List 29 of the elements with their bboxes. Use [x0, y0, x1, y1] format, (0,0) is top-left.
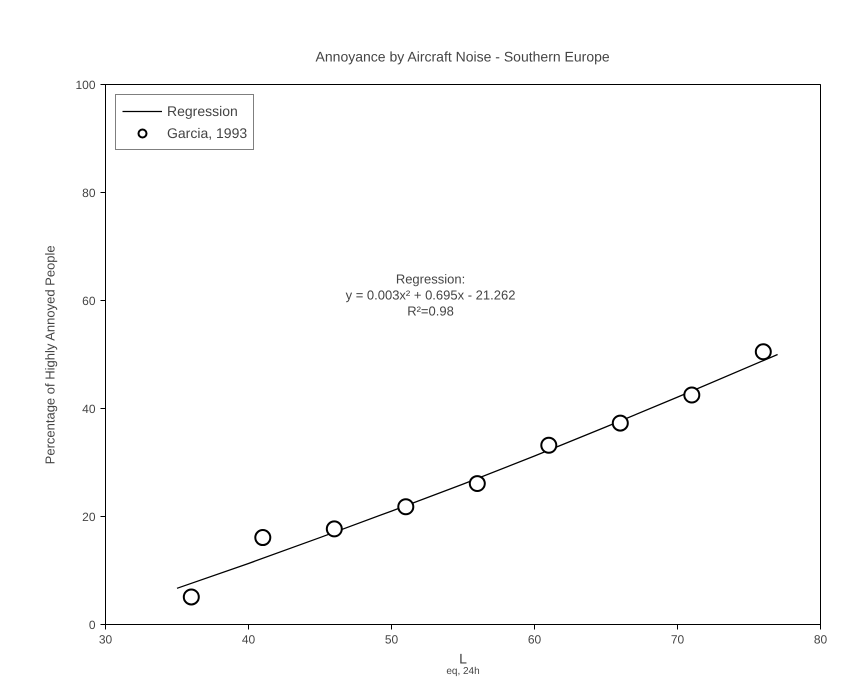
y-tick-label: 60: [82, 294, 96, 308]
point: [540, 436, 558, 454]
x-tick-label: 40: [242, 632, 256, 646]
y-tick-label: 0: [88, 618, 96, 632]
x-tick-label: 80: [814, 632, 828, 646]
point: [683, 386, 700, 404]
x-tick-label: 60: [528, 632, 542, 646]
annotation: y = 0.003x² + 0.695x - 21.262: [346, 288, 516, 302]
x-tick-label: 30: [98, 632, 112, 646]
legend-label: Garcia, 1993: [167, 124, 248, 142]
x-axis-title: Leq, 24h: [446, 650, 480, 677]
point: [254, 529, 272, 546]
y-tick-label: 80: [82, 186, 96, 200]
point: [612, 414, 629, 432]
x-tick-label: 70: [670, 632, 684, 646]
annotation: Regression:: [396, 272, 466, 286]
legend-label: Regression: [167, 102, 238, 120]
y-axis-title: Percentage of Highly Annoyed People: [42, 245, 58, 464]
point: [326, 520, 343, 538]
x-tick-label: 50: [384, 632, 398, 646]
y-tick-label: 20: [82, 510, 96, 524]
point: [468, 475, 486, 492]
chart-title: Annoyance by Aircraft Noise - Southern Europe: [316, 48, 610, 64]
y-tick-label: 100: [75, 78, 96, 92]
point: [754, 343, 772, 360]
y-tick-label: 40: [82, 402, 96, 416]
point: [182, 588, 200, 606]
point: [397, 498, 414, 516]
annotation: R²=0.98: [407, 304, 454, 318]
